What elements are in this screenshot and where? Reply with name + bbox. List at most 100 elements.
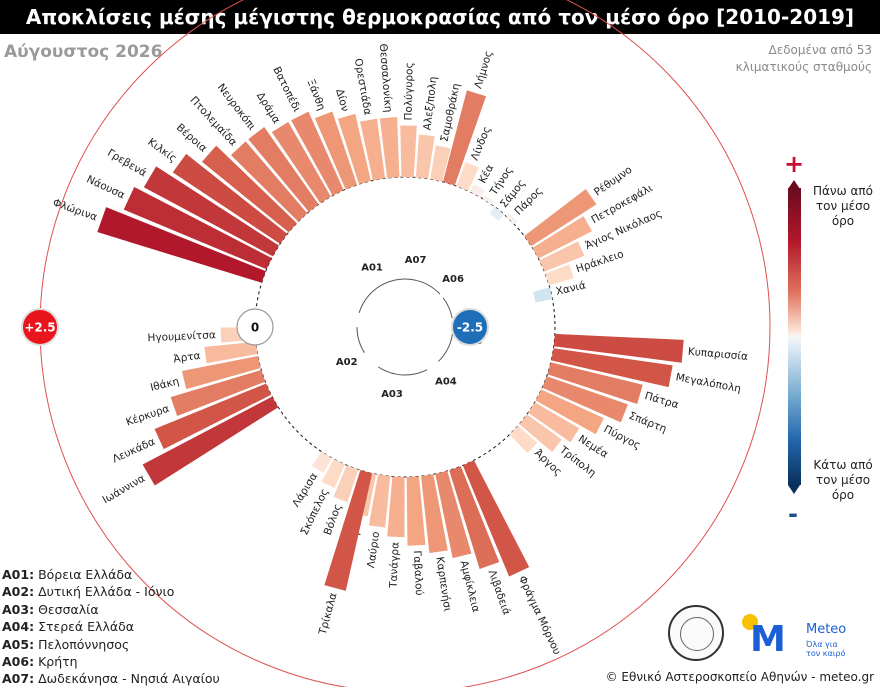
above-line3: όρο (831, 214, 855, 228)
region-code: A05: (2, 636, 35, 652)
region-name: Πελοπόννησος (38, 636, 130, 652)
bar-Ιθάκη (181, 356, 261, 390)
bar-Βατοπέδι (291, 111, 344, 196)
bar-Άγιος Νικόλαος (539, 241, 585, 272)
grid-circle-zero (254, 176, 556, 478)
bar-Ορεστιάδα (360, 118, 386, 181)
bar-label-Τανάγρα: Τανάγρα (388, 542, 402, 589)
colorbar-top-arrow (788, 180, 800, 189)
bar-Σκόπελος (321, 459, 345, 489)
bar-Βόλος (333, 465, 359, 503)
bar-Λάρισα (311, 451, 332, 474)
bar-Τανάγρα (387, 476, 405, 538)
bar-Φράγμα Μόρνου (462, 460, 530, 577)
bar-label-Πάτρα: Πάτρα (643, 390, 680, 411)
region-legend-item: A04: Στερεά Ελλάδα (2, 618, 220, 635)
bar-label-Ιωάννινα: Ιωάννινα (101, 472, 148, 506)
bar-Αλεξ/πολη (415, 134, 435, 179)
region-legend-item: A01: Βόρεια Ελλάδα (2, 566, 220, 583)
below-line3: όρο (831, 488, 855, 502)
bar-Δράμα (271, 121, 331, 204)
region-code: A04: (2, 619, 35, 635)
bar-Κυπαρισσία (553, 333, 684, 363)
bar-label-Γαβαλού: Γαβαλού (411, 550, 425, 596)
radial-tick-marker (21, 308, 59, 346)
above-line1: Πάνω από (813, 184, 873, 198)
above-line2: τον μέσο (815, 199, 871, 213)
group-label-A06: A06 (442, 274, 464, 285)
bar-Πύργος (535, 389, 604, 435)
colorbar-bottom-arrow (788, 485, 800, 494)
colorbar (788, 188, 801, 485)
bar-Νευροκόπι (248, 127, 319, 212)
bar-Χανιά (533, 287, 553, 303)
bar-label-Λιβαδειά: Λιβαδειά (486, 568, 513, 616)
tagline-line2: τον καιρό (806, 649, 846, 658)
region-name: Θεσσαλία (38, 601, 99, 617)
copyright: © Εθνικό Αστεροσκοπείο Αθηνών - meteo.gr (605, 670, 874, 684)
bar-Πολύγυρος (400, 125, 417, 178)
group-label-A01: A01 (361, 263, 383, 274)
bar-Ιωάννινα (142, 396, 279, 486)
bar-label-Ξάνθη: Ξάνθη (304, 78, 327, 113)
bar-label-Νάουσα: Νάουσα (85, 173, 127, 201)
tagline-line1: Όλα για (806, 640, 838, 649)
bar-Λαύριο (368, 474, 391, 528)
bar-Σπάρτη (542, 376, 628, 423)
region-name: Δωδεκάνησα - Νησιά Αιγαίου (38, 671, 220, 687)
bar-Πάρος (505, 212, 518, 225)
group-arc-A06 (442, 297, 453, 319)
below-line1: Κάτω από (813, 458, 873, 472)
radial-tick-label: +2.5 (24, 321, 55, 335)
region-name: Δυτική Ελλάδα - Ιόνιο (38, 584, 175, 600)
region-legend-item: A06: Κρήτη (2, 653, 220, 670)
bar-Κέρκυρα (170, 369, 266, 417)
bar-label-Άρτα: Άρτα (173, 350, 202, 366)
bar-label-Ηγουμενίτσα: Ηγουμενίτσα (147, 329, 216, 344)
bar-Αμφίκλεια (435, 470, 472, 559)
bar-Λιβαδειά (449, 466, 500, 569)
radial-tick-marker (236, 308, 274, 346)
radial-tick-label: 0 (251, 321, 259, 335)
bar-label-Ιθάκη: Ιθάκη (149, 375, 180, 394)
bar-label-Λαύριο: Λαύριο (365, 531, 382, 569)
bar-Γαβαλού (406, 476, 426, 546)
bar-label-Βόλος: Βόλος (322, 502, 345, 537)
bar-Ρέθυμνο (524, 189, 597, 247)
bar-label-Λήμνος: Λήμνος (472, 49, 495, 90)
bar-label-Γρεβενά: Γρεβενά (105, 147, 149, 179)
bar-Σαμοθράκη (430, 145, 451, 182)
colorbar-below-label: Κάτω από τον μέσο όρο (808, 458, 878, 503)
bar-Φλώρινα (97, 207, 266, 283)
group-label-A03: A03 (381, 389, 403, 400)
bar-label-Φλώρινα: Φλώρινα (51, 197, 99, 224)
bar-label-Καρπενήσι: Καρπενήσι (433, 556, 453, 613)
bar-label-Δράμα: Δράμα (254, 90, 282, 126)
meteo-logo-icon[interactable]: M (742, 614, 802, 658)
region-code: A03: (2, 601, 35, 617)
bar-Μεγαλόπολη (551, 348, 673, 388)
bar-label-Θεσσαλονίκη: Θεσσαλονίκη (377, 43, 394, 113)
bar-Άργος (509, 425, 538, 454)
region-legend-item: A02: Δυτική Ελλάδα - Ιόνιο (2, 583, 220, 600)
stations-note-line2: κλιματικούς σταθμούς (735, 60, 872, 74)
bar-label-Αμφίκλεια: Αμφίκλεια (457, 559, 481, 613)
region-code: A01: (2, 567, 35, 582)
region-code: A06: (2, 654, 35, 670)
bar-label-Ορεστιάδα: Ορεστιάδα (352, 57, 374, 116)
sun-icon (742, 614, 758, 630)
meteo-logo-text[interactable]: Meteo (806, 622, 847, 637)
bar-Τρίκαλα (324, 470, 373, 591)
bar-label-Μεγαλόπολη: Μεγαλόπολη (675, 371, 742, 395)
group-arc-A05 (438, 329, 454, 362)
group-label-A04: A04 (435, 376, 457, 387)
region-code: A07: (2, 671, 35, 687)
bar-Βέροια (201, 145, 297, 233)
bar-Θεσσαλονίκη (379, 116, 400, 179)
bar-Σάμος (489, 206, 505, 221)
bar-Λίνδος (456, 161, 479, 191)
bar-Κέα (469, 184, 486, 198)
group-arc-A04 (391, 369, 428, 376)
observatory-seal-icon (668, 605, 724, 661)
